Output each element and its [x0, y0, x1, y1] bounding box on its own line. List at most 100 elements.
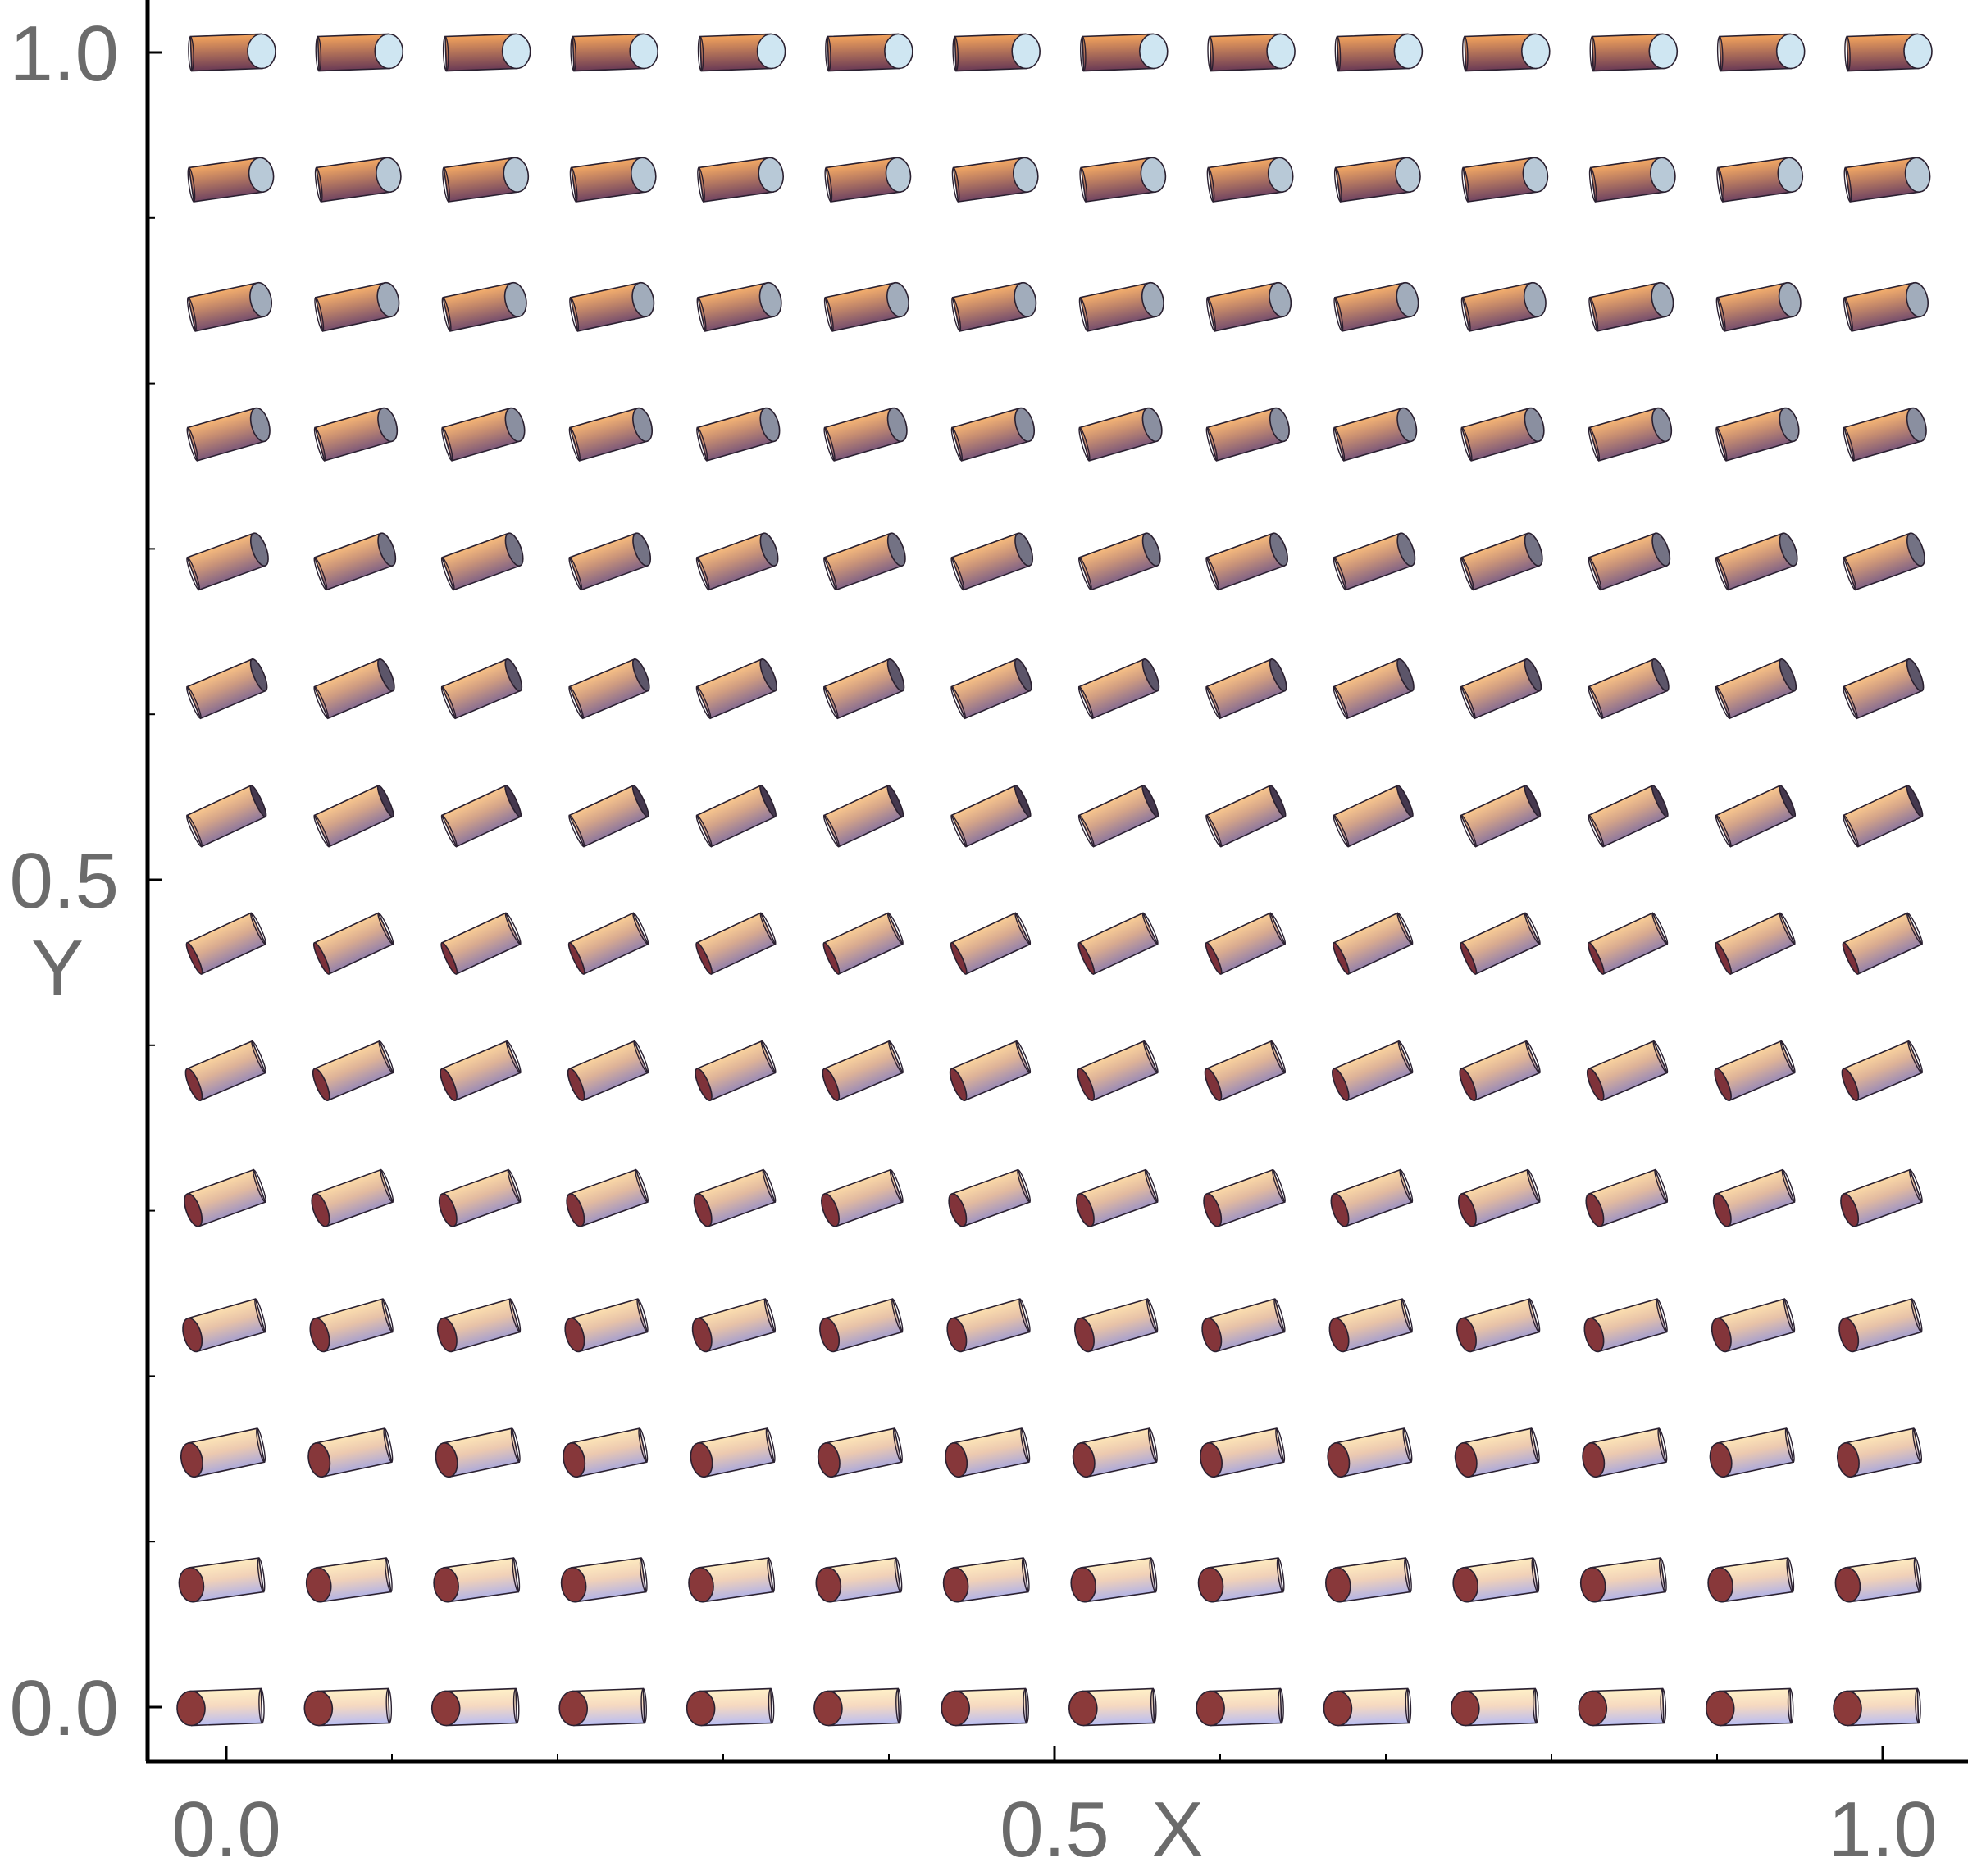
y-axis-title: Y — [31, 924, 84, 1012]
cylinder-mark — [1462, 33, 1551, 72]
cylinder-mark — [441, 407, 526, 462]
cylinder-mark — [697, 33, 786, 72]
cylinder-mark — [312, 912, 394, 975]
cylinder-mark — [695, 532, 779, 591]
cylinder-mark — [1711, 1298, 1796, 1353]
cylinder-mark — [1205, 912, 1287, 975]
cylinder-mark — [303, 1687, 393, 1727]
cylinder-mark — [314, 157, 402, 203]
cylinder-mark — [1077, 532, 1161, 591]
cylinder-mark — [1454, 1427, 1540, 1478]
cylinder-mark — [945, 1427, 1031, 1478]
cylinder-mark — [1070, 1557, 1158, 1603]
cylinder-mark — [176, 1687, 265, 1727]
cylinder-mark — [691, 1298, 777, 1353]
cylinder-mark — [813, 1687, 902, 1727]
cylinder-mark — [180, 1427, 266, 1478]
cylinder-mark — [1833, 1687, 1921, 1727]
cylinder-mark — [1203, 1168, 1286, 1227]
cylinder-mark — [1460, 658, 1542, 720]
cylinder-mark — [1078, 281, 1164, 332]
cylinder-mark — [568, 658, 650, 720]
cylinder-mark — [946, 1298, 1031, 1353]
cylinder-mark — [182, 1298, 266, 1353]
cylinder-mark — [1205, 658, 1287, 720]
cylinder-mark — [1332, 407, 1418, 462]
cylinder-mark — [1579, 1557, 1667, 1603]
cylinder-mark — [1588, 658, 1670, 720]
cylinder-mark — [441, 281, 527, 332]
cylinder-mark — [693, 1168, 777, 1227]
cylinder-mark — [1333, 157, 1421, 203]
cylinder-mark — [1589, 33, 1679, 72]
cylinder-mark — [313, 785, 394, 848]
cylinder-mark — [1715, 407, 1800, 462]
cylinder-mark — [435, 1427, 521, 1478]
cylinder-mark — [815, 1557, 903, 1603]
cylinder-mark — [1588, 532, 1671, 591]
cylinder-mark — [1716, 33, 1806, 72]
cylinder-mark — [1715, 532, 1798, 591]
cylinder-mark — [560, 1557, 648, 1603]
cylinder-mark — [563, 1427, 649, 1478]
x-tick-label: 0.5 — [1000, 1786, 1109, 1874]
y-tick-label: 0.5 — [10, 837, 119, 925]
cylinder-mark — [1196, 1687, 1284, 1727]
cylinder-mark — [1323, 1687, 1412, 1727]
cylinder-mark — [1716, 157, 1804, 203]
cylinder-mark — [1205, 785, 1287, 848]
cylinder-mark — [186, 658, 268, 720]
cylinder-mark — [313, 407, 399, 462]
cylinder-mark — [1460, 785, 1542, 848]
cylinder-mark — [1843, 407, 1927, 462]
cylinder-mark — [952, 33, 1041, 72]
cylinder-mark — [567, 912, 649, 975]
cylinder-mark — [442, 157, 530, 203]
cylinder-mark — [1459, 1040, 1541, 1102]
cylinder-mark — [1079, 157, 1167, 203]
cylinder-mark — [950, 658, 1032, 720]
cylinder-mark — [1077, 658, 1160, 720]
cylinder-mark — [1707, 1557, 1795, 1603]
cylinder-mark — [308, 1427, 394, 1478]
cylinder-mark — [950, 407, 1036, 462]
cylinder-mark — [1705, 1687, 1794, 1727]
x-ticks: 0.0 0.5 1.0 — [171, 1746, 1938, 1874]
cylinder-mark — [1709, 1427, 1795, 1478]
cylinder-mark — [309, 1298, 394, 1353]
cylinder-mark — [1077, 912, 1159, 975]
cylinder-mark — [305, 1557, 393, 1603]
cylinder-mark — [825, 33, 913, 72]
cylinder-mark — [430, 1687, 520, 1727]
cylinder-mark — [1204, 1040, 1287, 1102]
cylinder-mark — [1460, 532, 1543, 591]
cylinder-mark — [564, 1298, 649, 1353]
cylinder-mark — [951, 157, 1039, 203]
cylinder-mark — [1843, 532, 1925, 591]
cylinder-mark — [1330, 1168, 1414, 1227]
cylinder-mark — [188, 33, 276, 72]
cylinder-mark — [1460, 281, 1547, 332]
cylinder-mark — [941, 1687, 1029, 1727]
cylinder-mark — [570, 33, 658, 72]
cylinder-mark — [313, 658, 395, 720]
x-tick-label: 1.0 — [1828, 1786, 1937, 1874]
cylinder-mark — [1332, 658, 1414, 720]
cylinder-mark — [950, 532, 1034, 591]
cylinder-mark — [185, 912, 266, 975]
cylinder-mark — [1197, 1557, 1285, 1603]
cylinder-mark — [1588, 281, 1674, 332]
cylinder-mark — [1206, 157, 1294, 203]
cylinder-mark — [442, 33, 531, 72]
cylinder-mark — [823, 281, 909, 332]
cylinder-mark — [184, 1168, 266, 1227]
cylinder-mark — [566, 1168, 649, 1227]
cylinder-mark — [1841, 1040, 1923, 1102]
cylinder-mark — [558, 1687, 647, 1727]
cylinder-mark — [690, 1427, 776, 1478]
cylinder-mark — [822, 912, 904, 975]
cylinder-mark — [823, 532, 906, 591]
cylinder-mark — [1207, 33, 1296, 72]
cylinder-mark — [186, 785, 267, 848]
cylinder-mark — [819, 1298, 904, 1353]
